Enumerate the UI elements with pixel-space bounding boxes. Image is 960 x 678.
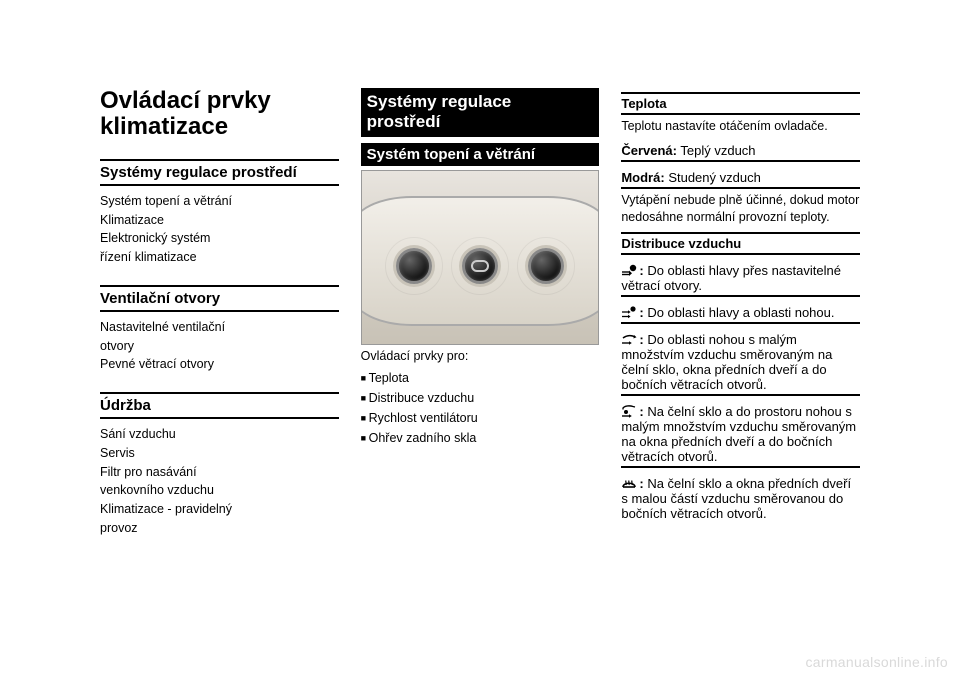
foot-vent-icon xyxy=(621,332,637,346)
chapter-title-line1: Ovládací prvky xyxy=(100,87,271,114)
toc-line: Systém topení a větrání. xyxy=(100,192,339,211)
head-vent-icon xyxy=(621,263,637,277)
fan-dial-icon xyxy=(528,248,564,284)
teplota-note: Vytápění nebude plně účinné, dokud motor… xyxy=(621,192,860,226)
toc-section-3: Údržba xyxy=(100,392,339,419)
distribuce-heading: Distribuce vzduchu xyxy=(621,232,860,255)
toc-section-1: Systémy regulace prostředí xyxy=(100,159,339,186)
dist-item: : Do oblasti nohou s malým množstvím vzd… xyxy=(621,330,860,396)
modra-line: Modrá: Studený vzduch xyxy=(621,168,860,189)
dist-item-text: Do oblasti nohou s malým množstvím vzduc… xyxy=(621,332,832,392)
subsection-heading-reverse: Systém topení a větrání xyxy=(361,143,600,166)
defrost-icon xyxy=(621,476,637,490)
section-heading-reverse: Systémy regulace prostředí xyxy=(361,88,600,137)
controls-list: Teplota Distribuce vzduchu Rychlost vent… xyxy=(361,369,600,448)
list-item: Rychlost ventilátoru xyxy=(361,409,600,427)
chapter-title: Ovládací prvky klimatizace xyxy=(100,88,339,141)
dist-item: : Na čelní sklo a okna předních dveří s … xyxy=(621,474,860,523)
toc-line: venkovního vzduchu. xyxy=(100,481,339,500)
column-1: Ovládací prvky klimatizace Systémy regul… xyxy=(100,88,339,638)
figure-caption: Ovládací prvky pro: xyxy=(361,349,600,363)
toc-line: Sání vzduchu. xyxy=(100,425,339,444)
toc-line: Pevné větrací otvory. xyxy=(100,355,339,374)
modra-label: Modrá: xyxy=(621,170,664,185)
dist-item-text: Do oblasti hlavy přes nastavitelné větra… xyxy=(621,263,841,293)
column-3: Teplota Teplotu nastavíte otáčením ovlad… xyxy=(621,88,860,638)
dashboard-figure xyxy=(361,170,600,345)
toc-line: Elektronický systém. xyxy=(100,229,339,248)
toc-line: Klimatizace - pravidelný. xyxy=(100,500,339,519)
cervena-line: Červená: Teplý vzduch xyxy=(621,141,860,162)
dist-item: : Do oblasti hlavy a oblasti nohou. xyxy=(621,303,860,324)
distribution-dial-icon xyxy=(462,248,498,284)
toc-line: provoz. xyxy=(100,519,339,538)
dist-item: : Na čelní sklo a do prostoru nohou s ma… xyxy=(621,402,860,468)
watermark: carmanualsonline.info xyxy=(806,654,949,670)
dist-item-text: Do oblasti hlavy a oblasti nohou. xyxy=(647,305,834,320)
toc-line: otvory. xyxy=(100,337,339,356)
head-foot-vent-icon xyxy=(621,305,637,319)
list-item: Teplota xyxy=(361,369,600,387)
chapter-title-line2: klimatizace xyxy=(100,113,228,140)
list-item: Distribuce vzduchu xyxy=(361,389,600,407)
teplota-heading: Teplota xyxy=(621,92,860,115)
toc-line: Filtr pro nasávání. xyxy=(100,463,339,482)
dist-item: : Do oblasti hlavy přes nastavitelné vět… xyxy=(621,261,860,297)
windshield-foot-vent-icon xyxy=(621,404,637,418)
cervena-value: Teplý vzduch xyxy=(680,143,755,158)
modra-value: Studený vzduch xyxy=(668,170,761,185)
page-content: Ovládací prvky klimatizace Systémy regul… xyxy=(100,88,860,638)
cervena-label: Červená: xyxy=(621,143,677,158)
list-item: Ohřev zadního skla xyxy=(361,429,600,447)
toc-line: řízení klimatizace. xyxy=(100,248,339,267)
temperature-dial-icon xyxy=(396,248,432,284)
dist-item-text: Na čelní sklo a okna předních dveří s ma… xyxy=(621,476,851,521)
toc-line: Klimatizace. xyxy=(100,211,339,230)
toc-line: Nastavitelné ventilační. xyxy=(100,318,339,337)
teplota-body: Teplotu nastavíte otáčením ovladače. xyxy=(621,118,860,135)
toc-line: Servis. xyxy=(100,444,339,463)
column-2: Systémy regulace prostředí Systém topení… xyxy=(361,88,600,638)
dist-item-text: Na čelní sklo a do prostoru nohou s malý… xyxy=(621,404,856,464)
toc-section-2: Ventilační otvory xyxy=(100,285,339,312)
